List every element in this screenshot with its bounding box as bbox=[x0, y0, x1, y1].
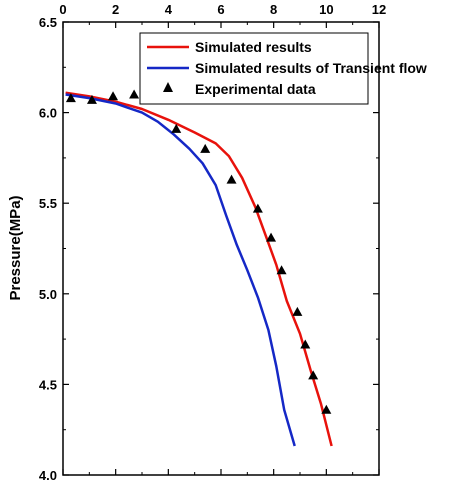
experimental-point bbox=[200, 143, 211, 153]
experimental-point bbox=[108, 91, 119, 101]
x-tick-label: 4 bbox=[165, 2, 173, 17]
experimental-point bbox=[65, 93, 76, 103]
x-tick-label: 0 bbox=[59, 2, 66, 17]
y-tick-label: 4.0 bbox=[39, 468, 57, 483]
experimental-point bbox=[276, 265, 287, 275]
legend-label-experimental: Experimental data bbox=[195, 81, 316, 97]
experimental-point bbox=[308, 370, 319, 380]
experimental-point bbox=[292, 306, 303, 316]
experimental-point bbox=[300, 339, 311, 349]
experimental-point bbox=[86, 94, 97, 104]
experimental-point bbox=[266, 232, 277, 242]
y-tick-label: 5.5 bbox=[39, 196, 57, 211]
y-tick-label: 6.5 bbox=[39, 15, 57, 30]
series-line-0 bbox=[65, 91, 333, 447]
y-tick-label: 4.5 bbox=[39, 377, 57, 392]
x-axis: 0 2 4 6 8 10 12 bbox=[59, 2, 386, 475]
y-axis: 4.0 4.5 5.0 5.5 6.0 6.5 bbox=[39, 15, 379, 483]
legend-label-simulated: Simulated results bbox=[195, 39, 312, 55]
y-tick-label: 6.0 bbox=[39, 106, 57, 121]
experimental-point bbox=[171, 123, 182, 133]
legend: Simulated results Simulated results of T… bbox=[139, 32, 427, 105]
x-tick-label: 2 bbox=[112, 2, 119, 17]
x-tick-label: 12 bbox=[372, 2, 386, 17]
x-tick-label: 10 bbox=[319, 2, 333, 17]
experimental-point bbox=[226, 174, 237, 184]
series-line-1 bbox=[65, 93, 296, 447]
x-tick-label: 6 bbox=[217, 2, 224, 17]
legend-label-transient: Simulated results of Transient flow bbox=[195, 60, 427, 76]
series-layer bbox=[65, 89, 333, 447]
legend-marker-experimental bbox=[163, 82, 173, 92]
experimental-point bbox=[252, 203, 263, 213]
x-tick-label: 8 bbox=[270, 2, 277, 17]
y-axis-title: Pressure(MPa) bbox=[7, 195, 24, 300]
y-tick-label: 5.0 bbox=[39, 287, 57, 302]
experimental-point bbox=[321, 404, 332, 414]
experimental-point bbox=[129, 89, 140, 99]
